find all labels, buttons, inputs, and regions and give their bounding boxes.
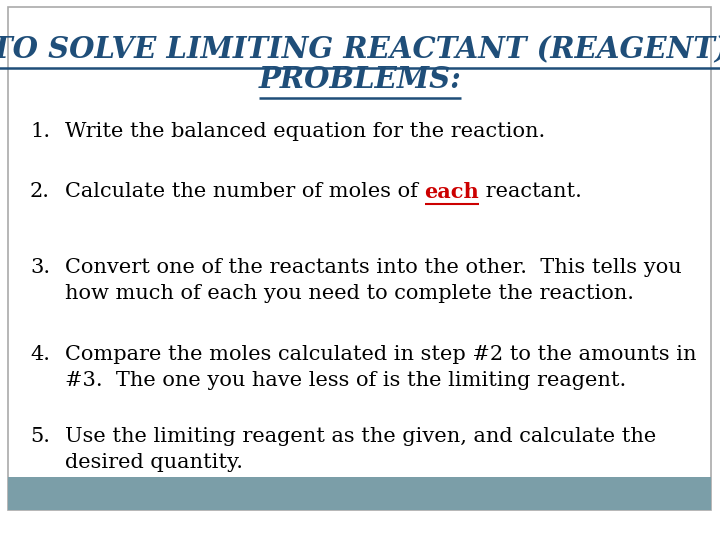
Text: 5.: 5. xyxy=(30,427,50,446)
Text: TO SOLVE LIMITING REACTANT (REAGENT): TO SOLVE LIMITING REACTANT (REAGENT) xyxy=(0,36,720,64)
Text: Compare the moles calculated in step #2 to the amounts in
#3.  The one you have : Compare the moles calculated in step #2 … xyxy=(65,345,696,390)
Text: each: each xyxy=(425,182,480,202)
Text: 1.: 1. xyxy=(30,122,50,141)
Text: Convert one of the reactants into the other.  This tells you
how much of each yo: Convert one of the reactants into the ot… xyxy=(65,258,682,303)
Bar xyxy=(8,477,711,510)
Text: 3.: 3. xyxy=(30,258,50,277)
Text: 2.: 2. xyxy=(30,182,50,201)
Text: Calculate the number of moles of: Calculate the number of moles of xyxy=(65,182,425,201)
Text: 4.: 4. xyxy=(30,345,50,364)
Text: PROBLEMS:: PROBLEMS: xyxy=(258,65,462,94)
Text: Use the limiting reagent as the given, and calculate the
desired quantity.: Use the limiting reagent as the given, a… xyxy=(65,427,656,472)
Text: reactant.: reactant. xyxy=(480,182,582,201)
Text: Write the balanced equation for the reaction.: Write the balanced equation for the reac… xyxy=(65,122,545,141)
